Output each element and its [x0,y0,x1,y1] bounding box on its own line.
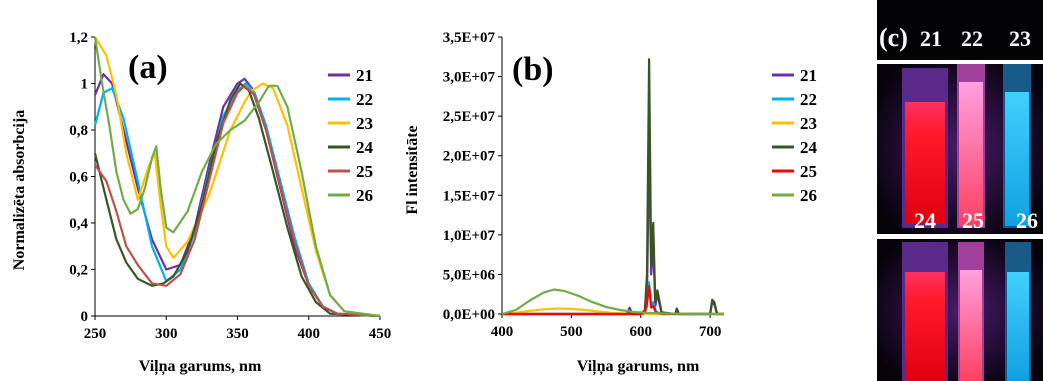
x-tick-label: 350 [226,326,249,342]
y-tick-label: 0 [81,309,89,325]
legend-label: 24 [356,138,374,157]
cuvette-photo: (c) 21 22 23 24 25 26 [877,0,1043,381]
y-tick-label: 3,0E+07 [443,70,496,86]
x-tick-label: 400 [491,324,514,340]
panel-a-letter: (a) [128,49,168,86]
legend-label: 26 [800,186,817,205]
sample-label: 23 [1009,26,1031,51]
vial-23 [1005,92,1029,226]
sample-label: 21 [920,26,942,51]
cuvette-24 [905,272,945,381]
legend-label: 22 [356,90,373,109]
y-tick-label: 0,8 [69,123,88,139]
legend-label: 22 [800,90,817,109]
x-tick-label: 300 [155,326,178,342]
y-tick-label: 2,0E+07 [443,149,496,165]
sample-label: 24 [914,208,936,233]
x-tick-label: 500 [560,324,583,340]
y-tick-label: 2,5E+07 [443,109,496,125]
series-line-26 [501,288,724,316]
sample-label: 25 [962,208,984,233]
series-line-21 [502,138,724,316]
series-line-24 [502,58,724,316]
legend-label: 23 [800,114,817,133]
legend-label: 24 [800,138,818,157]
x-tick-label: 250 [84,326,107,342]
series-line-23 [94,36,381,318]
x-axis-title: Viļņa garums, nm [577,358,700,376]
y-tick-label: 1,5E+07 [443,188,496,204]
legend-label: 21 [356,66,373,85]
sample-label: 26 [1016,208,1038,233]
vial-25 [960,270,982,381]
y-tick-label: 5,0E+06 [443,267,496,283]
y-tick-label: 3,5E+07 [443,30,496,46]
y-tick-label: 0,0E+00 [443,307,495,323]
photo-divider [877,234,1043,239]
y-tick-label: 1,2 [69,30,88,46]
legend-label: 25 [800,162,817,181]
series-line-26 [93,36,381,318]
photo-divider [877,60,1043,64]
x-tick-label: 400 [298,326,321,342]
cuvette-21 [905,102,945,224]
sample-label: 22 [961,26,983,51]
legend-label: 23 [356,114,373,133]
x-axis-title: Viļņa garums, nm [139,358,262,376]
panel-c-letter: (c) [879,23,908,52]
x-tick-label: 600 [630,324,653,340]
legend-label: 25 [356,162,373,181]
y-axis-title: Fl intensitāte [404,125,421,214]
x-tick-label: 450 [369,326,392,342]
legend-label: 26 [356,186,373,205]
x-tick-label: 700 [699,324,722,340]
y-tick-label: 0,6 [69,170,88,186]
y-axis-title: Normalizēta absorbcija [11,110,28,270]
vial-26 [1007,272,1029,381]
y-tick-label: 1 [81,77,89,93]
legend-label: 21 [800,66,817,85]
y-tick-label: 0,4 [69,216,88,232]
vial-22 [959,82,983,226]
y-tick-label: 1,0E+07 [443,228,496,244]
panel-b-letter: (b) [512,51,554,88]
fluorescence-chart: (b) Viļņa garums, nm Fl intensitāte 0,0E… [404,30,818,376]
series-line-25 [94,84,381,318]
absorbance-chart: (a) Viļņa garums, nm Normalizēta absorbc… [11,30,391,376]
y-tick-label: 0,2 [69,263,88,279]
